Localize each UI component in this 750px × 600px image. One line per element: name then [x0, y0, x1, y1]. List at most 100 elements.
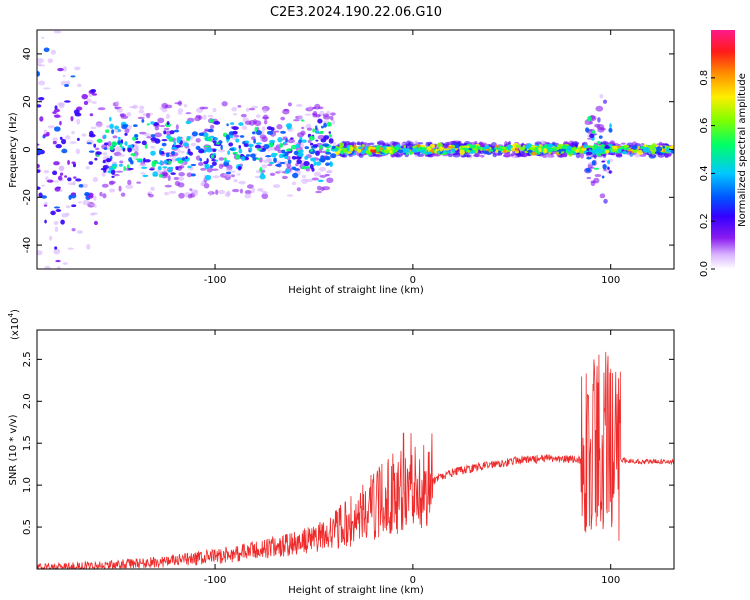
colorbar-label: Normalized spectral amplitude	[737, 73, 748, 227]
spectrogram-cell	[118, 163, 123, 167]
spectrogram-cell	[120, 115, 129, 120]
spectrogram-cell	[51, 275, 59, 280]
spectrogram-cell	[585, 151, 593, 156]
spectrogram-cell	[55, 259, 61, 263]
spectrogram-cell	[177, 112, 183, 115]
spectrogram-cell	[476, 145, 481, 150]
spectrogram-cell	[328, 138, 334, 144]
spectrogram-cell	[154, 132, 162, 138]
spectrogram-cell	[210, 154, 215, 159]
spectrogram-cell	[208, 128, 214, 133]
spectrogram-cell	[199, 106, 205, 110]
spectrogram-cell	[662, 145, 666, 149]
spectrogram-cell	[99, 191, 103, 197]
spectrogram-cell	[238, 180, 246, 185]
spectrogram-cell	[39, 116, 44, 122]
spectrogram-cell	[108, 167, 115, 171]
spectrogram-cell	[251, 105, 259, 109]
spectrogram-cell	[96, 138, 103, 143]
spectrogram-cell	[328, 134, 332, 138]
spectrogram-cell	[244, 193, 252, 199]
spectrogram-cell	[168, 159, 171, 166]
spectrogram-cell	[586, 176, 592, 180]
spectrogram-cell	[585, 168, 591, 173]
spectrogram-cell	[319, 110, 325, 116]
spectrogram-cell	[235, 138, 240, 143]
spectrogram-cell	[157, 165, 162, 171]
spectrogram-cell	[167, 166, 174, 170]
spectrogram-cell	[251, 187, 256, 194]
spectrogram-cell	[73, 176, 77, 179]
spectrogram-cell	[103, 142, 109, 146]
spectrogram-cell	[223, 160, 230, 167]
spectrogram-cell	[277, 170, 283, 173]
spectrogram-cell	[326, 121, 332, 127]
spectrogram-cell	[123, 166, 126, 172]
y-tick-label: 40	[22, 48, 33, 61]
spectrogram-cell	[53, 126, 61, 132]
spectrogram-panel: -100 0 100 -40 -20 0 20 40 Height of straight …	[8, 22, 675, 296]
spectrogram-cell	[204, 174, 212, 181]
spectrogram-cell	[54, 105, 58, 110]
spectrogram-cell	[215, 189, 219, 195]
spectrogram-cell	[324, 173, 330, 177]
spectrogram-cell	[95, 122, 104, 128]
spectrogram-cell	[89, 290, 96, 295]
spectrogram-cell	[103, 134, 107, 139]
colorbar-tick-label: 0.2	[699, 213, 710, 229]
spectrogram-cell	[80, 22, 85, 27]
spectrogram-cell	[591, 160, 596, 166]
spectrogram-cell	[37, 71, 40, 77]
spectrogram-cell	[91, 100, 97, 104]
spectrogram-cell	[248, 107, 256, 111]
spectrogram-cell	[280, 116, 286, 121]
spectrogram-cell	[50, 210, 56, 216]
spectrogram-cell	[649, 144, 655, 149]
spectrogram-cell	[340, 149, 344, 155]
spectrogram-cell	[72, 270, 79, 272]
spectrogram-cell	[185, 112, 192, 115]
spectrogram-cell	[37, 104, 42, 108]
x-tick-label: 0	[410, 575, 416, 586]
spectrogram-cell	[224, 160, 231, 163]
spectrogram-cell	[162, 166, 168, 169]
spectrogram-cell	[262, 108, 268, 114]
spectrogram-cell	[276, 124, 283, 130]
spectrogram-cell	[274, 130, 280, 133]
spectrogram-cell	[542, 154, 548, 159]
spectrogram-cell	[176, 138, 181, 144]
spectrogram-cell	[53, 180, 59, 183]
spectrogram-cell	[316, 185, 322, 191]
spectrogram-cell	[38, 97, 45, 101]
spectrogram-cell	[637, 149, 643, 156]
spectrogram-cell	[53, 114, 61, 118]
spectrogram-cell	[261, 136, 268, 143]
spectrogram-cell	[182, 142, 189, 147]
spectrogram-cell	[332, 142, 337, 145]
spectrogram-cell	[291, 155, 297, 160]
spectrogram-cell	[382, 146, 387, 150]
spectrogram-cell	[90, 203, 96, 206]
spectrogram-cell	[560, 154, 564, 157]
spectrogram-cell	[266, 130, 274, 135]
spectrogram-cell	[447, 146, 454, 149]
spectrogram-cell	[267, 163, 273, 167]
spectrogram-cell	[231, 106, 238, 112]
spectrogram-cell	[135, 158, 142, 161]
spectrogram-cell	[82, 199, 91, 206]
spectrogram-cell	[253, 138, 256, 144]
spectrogram-cell	[109, 188, 116, 193]
spectrogram-cell	[255, 142, 262, 145]
y-tick-label: 0.5	[22, 519, 33, 535]
spectrogram-cell	[157, 117, 165, 124]
spectrogram-cell	[93, 143, 97, 148]
spectrogram-x-ticks: -100 0 100	[204, 30, 620, 286]
snr-x-label: Height of straight line (km)	[288, 585, 424, 596]
spectrogram-cell	[109, 116, 112, 122]
spectrogram-cell	[43, 133, 49, 137]
spectrogram-cell	[397, 149, 404, 154]
spectrogram-cell	[150, 145, 156, 149]
spectrogram-cell	[320, 125, 324, 129]
spectrogram-cell	[255, 130, 262, 136]
spectrogram-cell	[56, 266, 61, 269]
